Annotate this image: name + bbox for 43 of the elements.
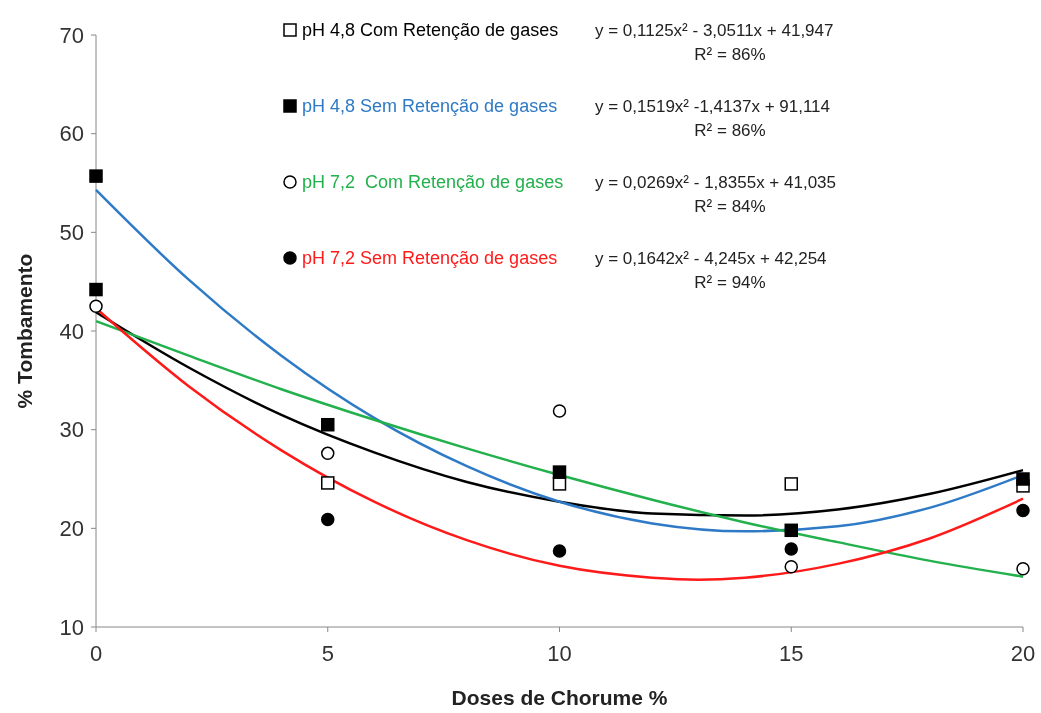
x-axis-title: Doses de Chorume %: [451, 686, 668, 709]
annotation: y = 0,1642x² - 4,245x + 42,254: [595, 249, 827, 268]
y-axis-title: % Tombamento: [13, 253, 36, 409]
legend-label: pH 4,8 Sem Retenção de gases: [302, 96, 558, 117]
point: [552, 544, 567, 558]
y-tick-label: 10: [59, 614, 84, 640]
point: [89, 169, 103, 183]
annotation: y = 0,0269x² - 1,8355x + 41,035: [595, 173, 837, 192]
y-tick-label: 60: [59, 121, 84, 147]
point: [321, 446, 335, 461]
point: [1016, 472, 1030, 486]
annotation: R² = 86%: [694, 121, 766, 140]
y-tick-label: 30: [59, 417, 84, 443]
y-tick-label: 40: [59, 318, 84, 344]
point: [321, 417, 335, 432]
x-tick-label: 10: [547, 641, 572, 666]
point: [321, 512, 335, 527]
point: [552, 465, 567, 479]
legend-label: pH 7,2 Com Retenção de gases: [302, 172, 564, 193]
point: [321, 476, 335, 490]
point: [784, 560, 798, 574]
annotation: y = 0,1125x² - 3,0511x + 41,947: [595, 21, 834, 40]
point: [89, 299, 103, 314]
x-tick-label: 20: [1010, 641, 1036, 666]
annotation: R² = 84%: [694, 197, 766, 216]
x-tick-label: 0: [89, 641, 103, 666]
legend-label: pH 4,8 Com Retenção de gases: [302, 20, 559, 41]
point: [1016, 562, 1030, 576]
point: [784, 542, 798, 556]
point: [784, 477, 798, 491]
point: [552, 404, 567, 418]
x-tick-label: 15: [779, 641, 804, 666]
annotation: y = 0,1519x² -1,4137x + 91,114: [595, 97, 831, 116]
point: [1016, 503, 1030, 518]
point: [784, 523, 798, 538]
y-tick-label: 70: [59, 22, 84, 48]
annotation: R² = 86%: [694, 45, 766, 64]
point: [89, 282, 103, 297]
legend-label: pH 7,2 Sem Retenção de gases: [302, 248, 558, 269]
x-tick-label: 5: [321, 641, 334, 666]
y-tick-label: 20: [59, 516, 84, 542]
annotation: R² = 94%: [694, 273, 766, 292]
y-tick-label: 50: [59, 220, 84, 246]
